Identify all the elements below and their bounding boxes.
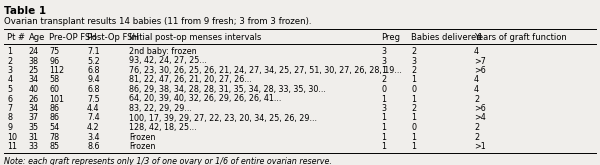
Text: 78: 78 — [49, 132, 59, 142]
Text: 0: 0 — [381, 85, 386, 94]
Text: 40: 40 — [29, 85, 39, 94]
Text: 34: 34 — [29, 76, 39, 84]
Text: 1: 1 — [7, 47, 12, 56]
Text: 3: 3 — [7, 66, 12, 75]
Text: 33: 33 — [29, 142, 39, 151]
Text: 4.2: 4.2 — [87, 123, 100, 132]
Text: 83, 22, 29, 29...: 83, 22, 29, 29... — [129, 104, 192, 113]
Text: 1: 1 — [381, 142, 386, 151]
Text: 11: 11 — [7, 142, 17, 151]
Text: 0: 0 — [411, 85, 416, 94]
Text: 9.4: 9.4 — [87, 76, 100, 84]
Text: 3.4: 3.4 — [87, 132, 100, 142]
Text: Frozen: Frozen — [129, 142, 155, 151]
Text: 7.1: 7.1 — [87, 47, 100, 56]
Text: 25: 25 — [29, 66, 39, 75]
Text: 37: 37 — [29, 114, 39, 122]
Text: 10: 10 — [7, 132, 17, 142]
Text: 24: 24 — [29, 47, 39, 56]
Text: 5.2: 5.2 — [87, 56, 100, 66]
Text: 34: 34 — [29, 104, 39, 113]
Text: 2: 2 — [411, 47, 416, 56]
Text: 1: 1 — [381, 114, 386, 122]
Text: 4: 4 — [474, 85, 479, 94]
Text: Initial post-op menses intervals: Initial post-op menses intervals — [129, 33, 262, 42]
Text: 1: 1 — [381, 123, 386, 132]
Text: 81, 22, 47, 26, 21, 20, 27, 26...: 81, 22, 47, 26, 21, 20, 27, 26... — [129, 76, 252, 84]
Text: 1: 1 — [411, 132, 416, 142]
Text: 26: 26 — [29, 95, 39, 103]
Text: 100, 17, 39, 29, 27, 22, 23, 20, 34, 25, 26, 29...: 100, 17, 39, 29, 27, 22, 23, 20, 34, 25,… — [129, 114, 317, 122]
Text: Note: each graft represents only 1/3 of one ovary or 1/6 of entire ovarian reser: Note: each graft represents only 1/3 of … — [4, 156, 332, 165]
Text: Preg: Preg — [381, 33, 400, 42]
Text: Frozen: Frozen — [129, 132, 155, 142]
Text: Pt #: Pt # — [7, 33, 25, 42]
Text: 38: 38 — [29, 56, 39, 66]
Text: 35: 35 — [29, 123, 39, 132]
Text: >7: >7 — [474, 56, 486, 66]
Text: >6: >6 — [474, 66, 486, 75]
Text: 7.5: 7.5 — [87, 95, 100, 103]
Text: Babies delivered: Babies delivered — [411, 33, 482, 42]
Text: 64, 20, 39, 40, 32, 26, 29, 26, 26, 41...: 64, 20, 39, 40, 32, 26, 29, 26, 26, 41..… — [129, 95, 281, 103]
Text: 4.4: 4.4 — [87, 104, 100, 113]
Text: 3: 3 — [411, 56, 416, 66]
Text: 4: 4 — [7, 76, 12, 84]
Text: 9: 9 — [7, 123, 13, 132]
Text: 2nd baby: frozen: 2nd baby: frozen — [129, 47, 197, 56]
Text: 1: 1 — [411, 142, 416, 151]
Text: 6: 6 — [7, 95, 12, 103]
Text: 86: 86 — [49, 104, 59, 113]
Text: 2: 2 — [381, 76, 386, 84]
Text: 3: 3 — [381, 104, 386, 113]
Text: Table 1: Table 1 — [4, 6, 46, 16]
Text: 2: 2 — [411, 66, 416, 75]
Text: 76, 23, 30, 26, 25, 26, 21, 24, 27, 34, 25, 27, 51, 30, 27, 26, 28, 19...: 76, 23, 30, 26, 25, 26, 21, 24, 27, 34, … — [129, 66, 402, 75]
Text: 101: 101 — [49, 95, 64, 103]
Text: >6: >6 — [474, 104, 486, 113]
Text: 58: 58 — [49, 76, 59, 84]
Text: 3: 3 — [381, 47, 386, 56]
Text: 6.8: 6.8 — [87, 66, 100, 75]
Text: 4: 4 — [474, 76, 479, 84]
Text: 86, 29, 38, 34, 28, 28, 31, 35, 34, 28, 33, 35, 30...: 86, 29, 38, 34, 28, 28, 31, 35, 34, 28, … — [129, 85, 326, 94]
Text: 0: 0 — [411, 123, 416, 132]
Text: 1: 1 — [381, 66, 386, 75]
Text: 2: 2 — [411, 104, 416, 113]
Text: 60: 60 — [49, 85, 59, 94]
Text: 5: 5 — [7, 85, 13, 94]
Text: 2: 2 — [474, 95, 479, 103]
Text: >4: >4 — [474, 114, 486, 122]
Text: 4: 4 — [474, 47, 479, 56]
Text: 1: 1 — [381, 132, 386, 142]
Text: 93, 42, 24, 27, 25...: 93, 42, 24, 27, 25... — [129, 56, 207, 66]
Text: 3: 3 — [381, 56, 386, 66]
Text: 96: 96 — [49, 56, 59, 66]
Text: Years of graft function: Years of graft function — [474, 33, 567, 42]
Text: >1: >1 — [474, 142, 486, 151]
Text: 2: 2 — [474, 132, 479, 142]
Text: 75: 75 — [49, 47, 59, 56]
Text: 8.6: 8.6 — [87, 142, 100, 151]
Text: 1: 1 — [411, 114, 416, 122]
Text: Ovarian transplant results 14 babies (11 from 9 fresh; 3 from 3 frozen).: Ovarian transplant results 14 babies (11… — [4, 17, 311, 26]
Text: 6.8: 6.8 — [87, 85, 100, 94]
Text: 7: 7 — [7, 104, 13, 113]
Text: 8: 8 — [7, 114, 12, 122]
Text: Age: Age — [29, 33, 45, 42]
Text: 85: 85 — [49, 142, 59, 151]
Text: 2: 2 — [474, 123, 479, 132]
Text: 1: 1 — [411, 95, 416, 103]
Text: 7.4: 7.4 — [87, 114, 100, 122]
Text: 1: 1 — [381, 95, 386, 103]
Text: 1: 1 — [411, 76, 416, 84]
Text: Pre-OP FSH: Pre-OP FSH — [49, 33, 97, 42]
Text: Post-Op FSH: Post-Op FSH — [87, 33, 139, 42]
Text: 86: 86 — [49, 114, 59, 122]
Text: 54: 54 — [49, 123, 59, 132]
Text: 128, 42, 18, 25...: 128, 42, 18, 25... — [129, 123, 197, 132]
Text: 2: 2 — [7, 56, 13, 66]
Text: 31: 31 — [29, 132, 39, 142]
Text: 112: 112 — [49, 66, 64, 75]
